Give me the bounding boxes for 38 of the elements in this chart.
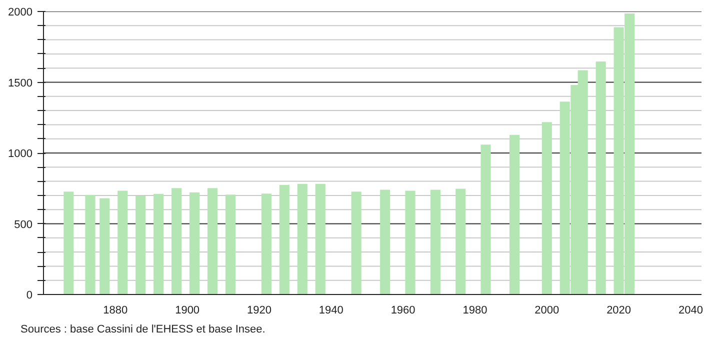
x-tick-label: 1960 (390, 304, 416, 316)
bar (297, 184, 308, 294)
x-tick-label: 2040 (678, 304, 703, 316)
y-tick-label: 0 (26, 290, 33, 302)
bar (380, 190, 390, 294)
bar (456, 188, 466, 294)
x-tick-label: 1920 (247, 304, 272, 316)
x-tick-label: 1940 (318, 304, 344, 316)
y-tick-label: 500 (14, 218, 33, 231)
y-tick-label: 1500 (8, 77, 33, 90)
bar (480, 144, 491, 294)
x-tick-label: 1900 (175, 304, 200, 316)
y-tick-label: 2000 (8, 6, 33, 18)
bar (315, 184, 326, 294)
bar (154, 194, 164, 294)
source-note: Sources : base Cassini de l'EHESS et base Insee. (20, 324, 266, 336)
x-tick-label: 2000 (534, 304, 560, 316)
bar (261, 194, 272, 294)
bar (542, 122, 552, 294)
bar (207, 188, 218, 294)
bar (430, 190, 440, 294)
bar (279, 184, 290, 294)
bar (405, 190, 416, 294)
y-tick-label: 1000 (8, 148, 33, 160)
bar (118, 190, 128, 294)
x-tick-label: 1980 (462, 304, 488, 316)
bar (509, 134, 520, 294)
bar (100, 198, 110, 294)
bar (64, 192, 74, 294)
x-tick-label: 1880 (103, 304, 128, 316)
bar (225, 194, 236, 294)
bar (136, 196, 146, 294)
bar (351, 192, 362, 294)
bar (85, 194, 96, 294)
bar (189, 192, 200, 294)
bar (172, 188, 182, 294)
x-tick-label: 2020 (606, 304, 632, 316)
bar (596, 61, 606, 294)
